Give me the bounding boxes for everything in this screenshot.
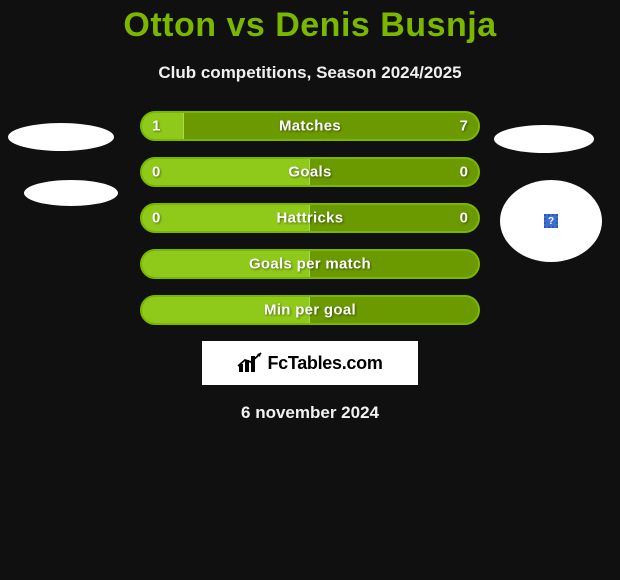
- stats-rows: 17Matches 00Goals 00Hattricks Goals per mat…: [140, 111, 480, 325]
- avatar-right-2: ?: [500, 180, 602, 262]
- avatar-right-1: [494, 125, 594, 153]
- stat-label: Matches: [142, 118, 478, 135]
- stat-label: Hattricks: [142, 210, 478, 227]
- brand-text: FcTables.com: [267, 353, 382, 374]
- stat-row: 00Hattricks: [140, 203, 480, 233]
- stat-label: Goals per match: [142, 256, 478, 273]
- stat-label: Min per goal: [142, 302, 478, 319]
- avatar-left-2: [24, 180, 118, 206]
- page-subtitle: Club competitions, Season 2024/2025: [0, 63, 620, 83]
- brand-bars-icon: [237, 352, 263, 374]
- avatar-left-1: [8, 123, 114, 151]
- page-title: Otton vs Denis Busnja: [0, 0, 620, 45]
- date-text: 6 november 2024: [0, 403, 620, 423]
- stat-row: Goals per match: [140, 249, 480, 279]
- brand-badge: FcTables.com: [202, 341, 418, 385]
- stat-row: 00Goals: [140, 157, 480, 187]
- stat-row: Min per goal: [140, 295, 480, 325]
- unknown-image-icon: ?: [544, 214, 558, 228]
- stat-label: Goals: [142, 164, 478, 181]
- stat-row: 17Matches: [140, 111, 480, 141]
